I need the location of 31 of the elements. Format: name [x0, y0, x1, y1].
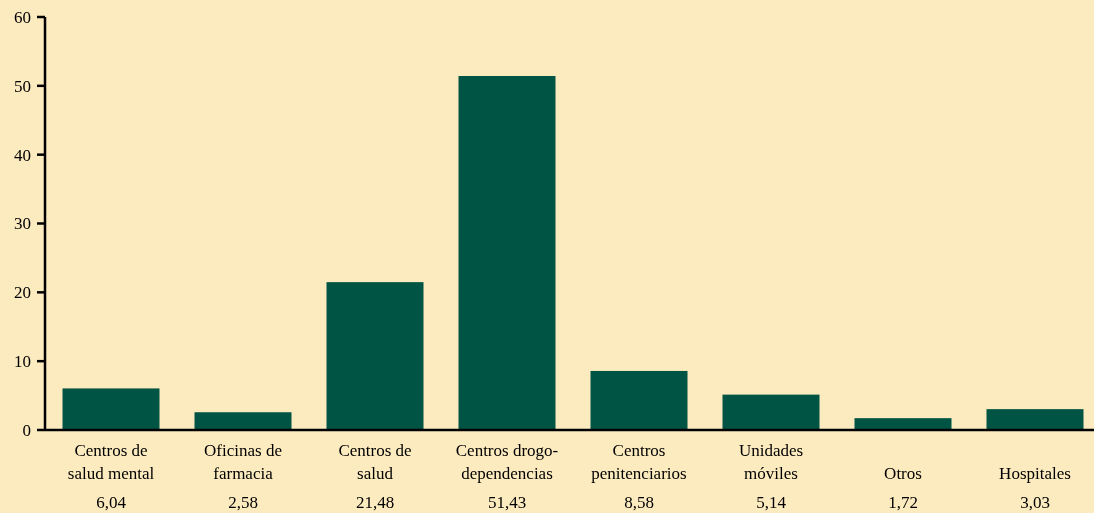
x-tick-label: Centros penitenciarios [591, 441, 687, 483]
x-tick-label: Centros de salud [338, 441, 412, 483]
x-tick-label: Centros de salud mental [67, 441, 155, 483]
bar [458, 75, 556, 430]
bar [62, 388, 160, 430]
bar [854, 418, 952, 430]
y-tick-label: 20 [14, 283, 31, 303]
y-tick-label: 60 [14, 7, 31, 27]
data-label: 1,72 [888, 493, 918, 512]
y-tick-label: 10 [14, 352, 31, 372]
data-label: 2,58 [228, 493, 258, 512]
bar [722, 394, 820, 430]
x-tick-label: Hospitales [999, 464, 1071, 483]
x-tick-label: Unidades móviles [738, 441, 804, 483]
bar [326, 282, 424, 430]
data-label: 21,48 [355, 493, 395, 512]
y-tick-label: 40 [14, 145, 31, 165]
y-tick-label: 30 [14, 214, 31, 234]
x-tick-label: Oficinas de farmacia [204, 441, 282, 483]
x-tick-label: Otros [884, 464, 922, 483]
y-tick-label: 50 [14, 76, 31, 96]
bar [986, 409, 1084, 430]
bar [194, 412, 292, 430]
data-label: 51,43 [487, 493, 527, 512]
y-tick-label: 0 [22, 420, 31, 440]
data-label: 8,58 [624, 493, 654, 512]
x-tick-label: Centros drogo- dependencias [455, 441, 559, 483]
data-label: 5,14 [756, 493, 787, 512]
data-label: 6,04 [96, 493, 127, 512]
bar [590, 370, 688, 430]
data-label: 3,03 [1020, 493, 1050, 512]
